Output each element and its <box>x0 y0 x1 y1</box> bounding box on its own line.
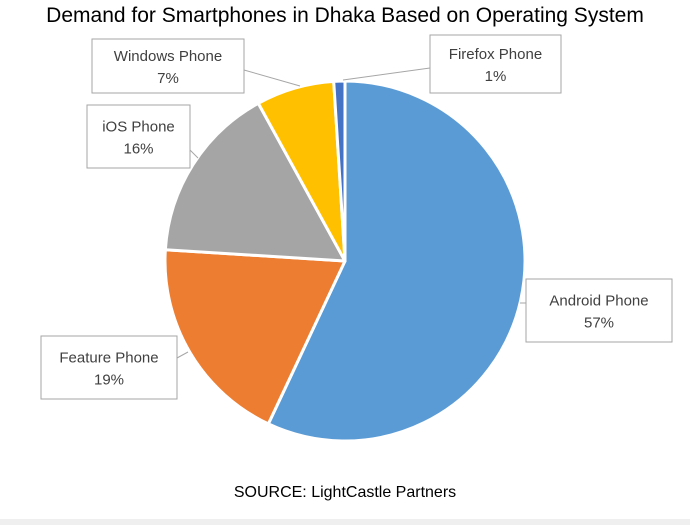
pie-slice-android-phone <box>266 79 527 443</box>
chart-source: SOURCE: LightCastle Partners <box>233 484 457 501</box>
slice-name-ios-phone: iOS Phone <box>102 119 175 136</box>
callout-box-windows-phone <box>91 38 245 94</box>
leader-line-windows-phone <box>243 69 301 87</box>
pie-slice-ios-phone <box>163 101 347 263</box>
data-label-windows-phone: Windows Phone 7% <box>91 38 301 94</box>
slice-name-android-phone: Android Phone <box>549 293 648 310</box>
pie-slice-firefox-phone <box>332 79 347 263</box>
leader-line-feature-phone <box>176 351 189 359</box>
callout-box-firefox-phone <box>429 34 562 94</box>
callout-box-ios-phone <box>86 104 191 169</box>
leader-line-firefox-phone <box>342 67 431 81</box>
slice-name-firefox-phone: Firefox Phone <box>449 46 542 63</box>
slice-value-windows-phone: 7% <box>157 70 179 87</box>
slice-value-android-phone: 57% <box>584 315 614 332</box>
bottom-band <box>0 519 690 525</box>
callout-box-feature-phone <box>40 335 178 400</box>
slice-value-firefox-phone: 1% <box>485 68 507 85</box>
slice-name-feature-phone: Feature Phone <box>59 350 158 367</box>
data-label-ios-phone: iOS Phone 16% <box>86 104 199 169</box>
slice-value-ios-phone: 16% <box>123 141 153 158</box>
chart-title: Demand for Smartphones in Dhaka Based on… <box>46 4 644 27</box>
data-label-android-phone: Android Phone 57% <box>520 278 673 343</box>
data-label-firefox-phone: Firefox Phone 1% <box>342 34 562 94</box>
pie-slice-feature-phone <box>163 248 347 426</box>
callout-box-android-phone <box>525 278 673 343</box>
data-label-feature-phone: Feature Phone 19% <box>40 335 189 400</box>
slice-name-windows-phone: Windows Phone <box>114 48 222 65</box>
leader-line-ios-phone <box>189 149 199 159</box>
slice-value-feature-phone: 19% <box>94 372 124 389</box>
